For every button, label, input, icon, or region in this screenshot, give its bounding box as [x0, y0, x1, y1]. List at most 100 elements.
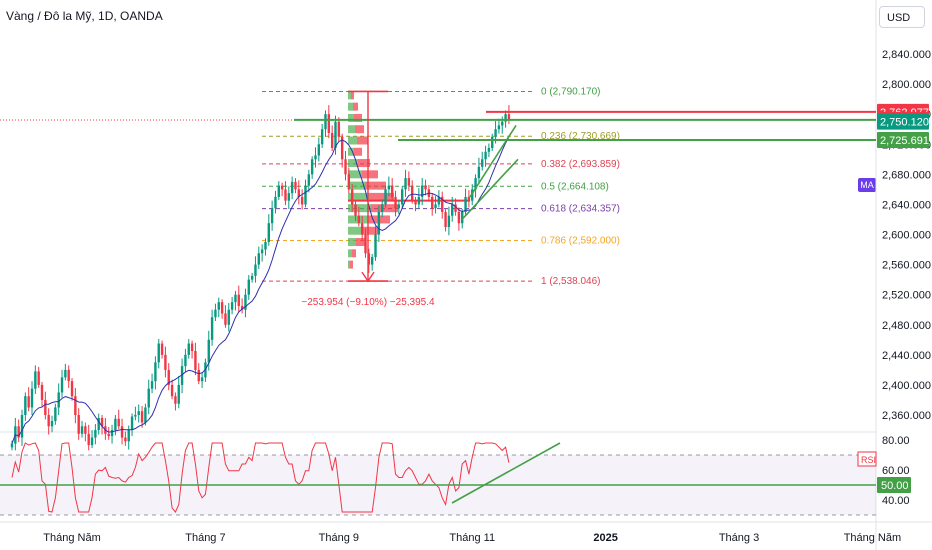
candle-body: [407, 178, 411, 186]
rsi-axis: 80.00 60.00 40.00 50.00 RSI: [857, 435, 911, 507]
volume-profile-bar-down: [365, 181, 386, 190]
price-tick-label: 2,400.000: [882, 380, 931, 392]
candle-body: [370, 257, 374, 265]
candle-body: [77, 415, 80, 434]
volume-profile-bar-up: [348, 215, 367, 224]
candle-body: [344, 159, 347, 175]
price-tag-bg: [877, 113, 929, 130]
candle-body: [60, 377, 64, 393]
price-tick-label: 2,480.000: [882, 320, 931, 332]
volume-profile-bar-down: [356, 238, 366, 247]
candle-body: [160, 343, 164, 355]
candle-body: [437, 196, 441, 205]
ma-indicator-label[interactable]: MA: [858, 178, 876, 192]
candle-body: [414, 200, 417, 205]
candle-body: [447, 215, 451, 227]
price-axis[interactable]: 2,840.0002,800.0002,760.0002,720.0002,68…: [882, 49, 931, 422]
fib-level-label: 1 (2,538.046): [541, 276, 601, 287]
time-tick-label: Tháng 7: [185, 532, 225, 544]
candle-body: [147, 388, 150, 408]
volume-profile-bar-up: [348, 113, 354, 122]
candle-body: [441, 196, 444, 212]
rsi-tick-label: 60.00: [882, 465, 910, 477]
fibonacci-retracement[interactable]: 0 (2,790.170) 0.236 (2,730.669) 0.382 (2,6…: [262, 86, 620, 287]
candle-body: [64, 369, 67, 378]
candle-body: [354, 204, 357, 216]
volume-profile-bar-down: [358, 159, 370, 168]
candle-body: [424, 185, 427, 190]
volume-profile-bar-up: [348, 204, 371, 213]
volume-profile-bar-down: [354, 147, 362, 156]
candle-body: [194, 351, 197, 370]
candle-body: [314, 155, 317, 160]
candle-body: [294, 181, 297, 190]
candle-body: [67, 369, 70, 382]
trend-drawings[interactable]: [294, 90, 876, 283]
price-tick-label: 2,640.000: [882, 199, 931, 211]
candle-body: [174, 396, 177, 404]
fib-level-label: 0 (2,790.170): [541, 86, 601, 97]
candle-body: [477, 166, 481, 179]
candle-body: [390, 185, 394, 197]
candle-body: [34, 371, 37, 389]
candle-body: [457, 211, 461, 224]
candle-body: [140, 411, 144, 423]
candle-body: [24, 396, 27, 415]
candle-body: [360, 223, 364, 235]
currency-button[interactable]: USD: [879, 6, 925, 28]
volume-profile: [348, 91, 470, 269]
candle-body: [471, 189, 474, 201]
candle-body: [257, 253, 260, 265]
candle-body: [137, 411, 140, 415]
candle-body: [297, 189, 301, 197]
candle-body: [187, 343, 190, 355]
candle-body: [340, 136, 344, 160]
volume-profile-bar-up: [348, 260, 350, 269]
candle-body: [164, 354, 167, 370]
candle-body: [357, 215, 361, 224]
candle-body: [421, 185, 424, 197]
candle-body: [90, 437, 94, 446]
candle-body: [144, 407, 147, 423]
candle-body: [411, 185, 414, 201]
candle-body: [120, 426, 124, 438]
candle-body: [337, 121, 341, 137]
candle-body: [434, 204, 437, 209]
volume-profile-bar-down: [350, 260, 353, 269]
volume-profile-bar-up: [348, 170, 362, 179]
candle-body: [494, 129, 497, 137]
volume-profile-bar-up: [348, 136, 357, 145]
candle-body: [484, 151, 487, 160]
candle-body: [27, 396, 30, 408]
chart-title: Vàng / Đô la Mỹ, 1D, OANDA: [6, 9, 163, 23]
time-axis[interactable]: Tháng Năm Tháng 7 Tháng 9 Tháng 11 2025 Tháng…: [43, 532, 932, 544]
price-tag-bg: [877, 131, 929, 148]
candle-body: [17, 426, 20, 438]
price-tick-label: 2,560.000: [882, 260, 931, 272]
candle-body: [170, 384, 174, 397]
volume-profile-bar-up: [348, 192, 369, 201]
candle-body: [431, 196, 434, 209]
rsi-tick-label: 40.00: [882, 495, 910, 507]
candle-body: [384, 189, 387, 205]
candle-body: [167, 369, 170, 385]
time-tick-label: Tháng 3: [719, 532, 759, 544]
candle-body: [350, 189, 354, 205]
rsi-value-tag-bg: [877, 477, 911, 493]
candlestick-series: [10, 105, 511, 451]
volume-profile-bar-up: [348, 91, 351, 100]
candle-body: [400, 189, 404, 205]
candle-body: [247, 279, 250, 295]
candle-body: [197, 369, 200, 382]
time-tick-label: Tháng 11: [449, 532, 495, 544]
candle-body: [80, 426, 84, 434]
candle-body: [267, 223, 270, 243]
fib-level-label: 0.5 (2,664.108): [541, 181, 609, 192]
price-tick-label: 2,800.000: [882, 79, 931, 91]
candle-body: [507, 114, 511, 121]
candle-body: [37, 371, 40, 385]
candle-body: [10, 443, 14, 448]
candle-body: [334, 121, 337, 149]
candle-body: [254, 264, 257, 276]
